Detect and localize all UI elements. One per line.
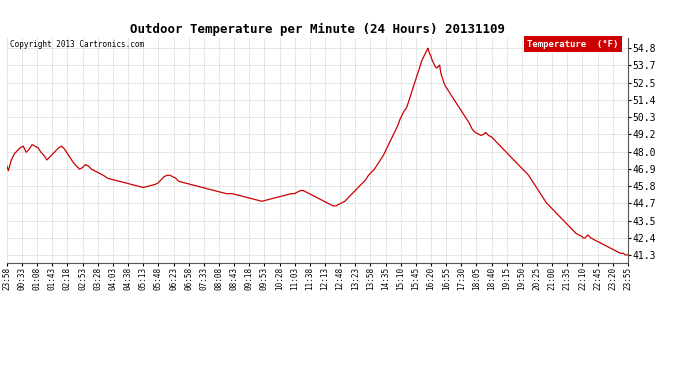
Text: Copyright 2013 Cartronics.com: Copyright 2013 Cartronics.com (10, 40, 144, 49)
Title: Outdoor Temperature per Minute (24 Hours) 20131109: Outdoor Temperature per Minute (24 Hours… (130, 23, 505, 36)
Text: Temperature  (°F): Temperature (°F) (527, 40, 618, 49)
